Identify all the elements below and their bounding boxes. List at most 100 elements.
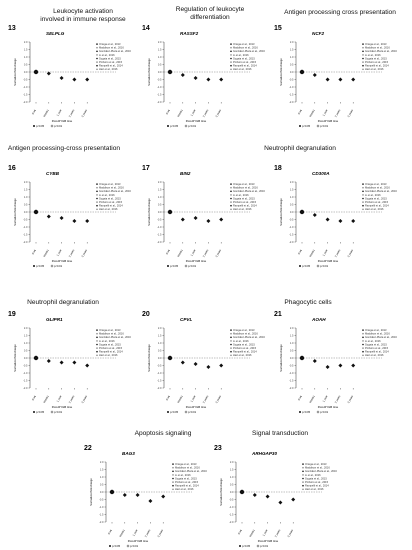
legend-marker: [362, 54, 364, 56]
data-point: [206, 365, 211, 369]
sig-legend-marker: [167, 411, 169, 413]
y-tick-label: -0.5: [99, 498, 104, 502]
legend-entry: Ortega et al., 2013: [99, 182, 121, 186]
legend-entry: Li et al., 2016: [175, 473, 191, 477]
y-tick-label: 2.0: [158, 40, 162, 44]
legend-entry: Maddison et al., 2016: [99, 186, 124, 190]
y-tick-label: 0.5: [290, 203, 294, 207]
y-tick-label: -1.0: [289, 371, 294, 375]
legend-entry: González-Plaza et al., 2016: [99, 335, 131, 339]
legend-marker: [230, 68, 232, 71]
y-tick-label: 2.0: [290, 40, 294, 44]
data-point-baseline: [33, 69, 39, 75]
legend-entry: Hart et al., 2016: [99, 207, 118, 211]
legend-marker: [302, 484, 304, 487]
legend-marker: [362, 336, 364, 339]
legend-entry: Maddison et al., 2016: [99, 46, 124, 50]
data-point-baseline: [167, 355, 173, 361]
legend-entry: Sugata et al., 2015: [99, 196, 121, 200]
sig-legend-label: p<0.05: [36, 410, 45, 414]
data-point: [325, 365, 330, 369]
x-tick-label: Week1: [308, 248, 316, 257]
legend-entry: Pinheiro et al., 2015: [233, 60, 257, 64]
x-tick-label: Week1: [308, 394, 316, 403]
y-tick-label: 1.5: [24, 188, 28, 192]
legend-marker: [230, 61, 232, 63]
data-point: [193, 216, 198, 220]
y-tick-label: -2.0: [229, 520, 234, 524]
legend-entry: Maddison et al., 2016: [365, 46, 390, 50]
data-point: [206, 77, 211, 82]
legend-entry: Maddison et al., 2016: [99, 332, 124, 336]
data-point: [219, 77, 224, 82]
legend-marker: [96, 46, 98, 49]
x-tick-label: 3 years: [286, 528, 294, 538]
legend-entry: Sugata et al., 2015: [99, 56, 121, 60]
sig-legend-label: p<0.01: [54, 410, 63, 414]
legend-marker: [172, 463, 174, 465]
y-tick-label: 0.5: [158, 63, 162, 67]
legend-entry: Pinheiro et al., 2015: [99, 60, 123, 64]
sig-legend-label: p<0.01: [130, 544, 139, 548]
legend-marker: [230, 197, 232, 200]
data-point-baseline: [33, 209, 39, 215]
x-tick-label: 1 year: [321, 394, 328, 402]
y-tick-label: 0.5: [290, 63, 294, 67]
data-point: [59, 360, 64, 365]
legend-entry: Rampelli et al., 2014: [365, 350, 389, 354]
legend-marker: [172, 481, 174, 483]
y-tick-label: 1.0: [290, 341, 294, 345]
x-tick-label: Week1: [308, 108, 316, 117]
legend-marker: [362, 332, 364, 335]
legend-marker: [362, 329, 364, 331]
legend-entry: Rampelli et al., 2014: [233, 204, 257, 208]
data-point: [85, 77, 90, 82]
y-tick-label: -0.5: [229, 498, 234, 502]
legend-entry: Rampelli et al., 2014: [305, 484, 329, 488]
x-tick-label: 0 wk: [31, 108, 37, 115]
legend-marker: [362, 208, 364, 211]
x-tick-label: 2 years: [68, 108, 76, 118]
legend-entry: Hart et al., 2016: [233, 67, 252, 71]
legend-entry: Li et al., 2016: [233, 53, 249, 57]
legend-entry: Hart et al., 2016: [365, 207, 384, 211]
y-tick-label: 0.0: [24, 210, 28, 214]
data-point: [338, 77, 343, 82]
y-axis-label: Normalized fold-change: [279, 58, 283, 86]
legend-entry: Pinheiro et al., 2015: [305, 480, 329, 484]
legend-marker: [230, 57, 232, 60]
data-point: [72, 219, 77, 223]
gene-name: SELPLG: [46, 31, 65, 36]
y-tick-label: 2.0: [24, 180, 28, 184]
legend-marker: [96, 183, 98, 185]
legend-entry: Hart et al., 2016: [365, 353, 384, 357]
y-tick-label: 0.0: [158, 356, 162, 360]
legend-marker: [230, 186, 232, 189]
data-point: [351, 219, 356, 223]
heading-antigen-cross: Antigen processing cross presentation: [284, 9, 396, 16]
legend-marker: [96, 68, 98, 71]
legend-marker: [172, 477, 174, 480]
legend-marker: [362, 347, 364, 349]
data-point: [180, 217, 185, 222]
legend-entry: Maddison et al., 2016: [175, 466, 200, 470]
y-tick-label: 1.0: [24, 55, 28, 59]
legend-marker: [362, 204, 364, 207]
legend-marker: [96, 194, 98, 196]
legend-marker: [302, 474, 304, 476]
x-tick-label: 0 wk: [297, 394, 303, 401]
y-tick-label: -1.0: [289, 225, 294, 229]
legend-marker: [362, 194, 364, 196]
legend-marker: [362, 61, 364, 63]
legend-entry: Li et al., 2016: [233, 193, 249, 197]
heading-line: Leukocyte activation: [53, 8, 113, 15]
data-point: [278, 500, 283, 505]
sig-legend-label: p<0.05: [242, 544, 251, 548]
legend-marker: [230, 208, 232, 211]
legend-marker: [96, 54, 98, 56]
y-tick-label: 1.0: [290, 195, 294, 199]
data-point-baseline: [299, 209, 305, 215]
data-point: [180, 360, 185, 365]
legend-marker: [302, 477, 304, 480]
legend-entry: Li et al., 2016: [233, 339, 249, 343]
